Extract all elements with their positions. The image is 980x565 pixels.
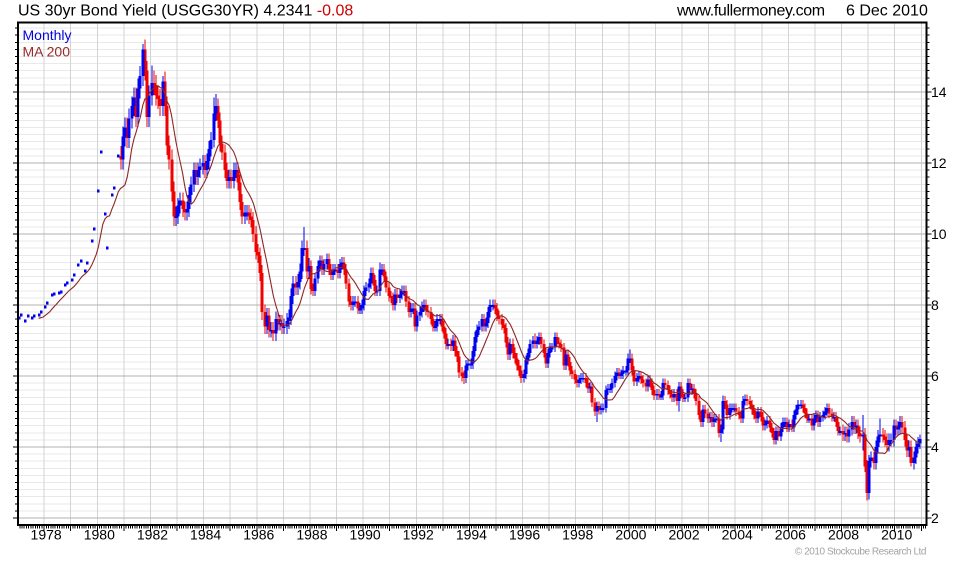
svg-text:1992: 1992 [403,527,434,543]
svg-text:2004: 2004 [722,527,753,543]
svg-text:www.fullermoney.com: www.fullermoney.com [676,3,825,20]
svg-text:10: 10 [931,226,947,242]
svg-text:1984: 1984 [190,527,221,543]
svg-text:1980: 1980 [84,527,115,543]
svg-text:2010: 2010 [881,527,912,543]
svg-text:1988: 1988 [296,527,327,543]
svg-text:1990: 1990 [350,527,381,543]
svg-text:2006: 2006 [775,527,806,543]
svg-text:6: 6 [931,368,939,384]
svg-text:1982: 1982 [137,527,168,543]
svg-text:14: 14 [931,84,947,100]
svg-text:12: 12 [931,155,947,171]
svg-text:2000: 2000 [615,527,646,543]
svg-text:2008: 2008 [828,527,859,543]
svg-text:1978: 1978 [31,527,62,543]
svg-text:1996: 1996 [509,527,540,543]
svg-text:© 2010 Stockcube Research Ltd: © 2010 Stockcube Research Ltd [795,547,926,558]
svg-text:Monthly: Monthly [23,27,72,43]
svg-text:4: 4 [931,439,939,455]
svg-text:2002: 2002 [668,527,699,543]
svg-text:8: 8 [931,297,939,313]
svg-text:MA 200: MA 200 [23,44,71,60]
svg-text:1998: 1998 [562,527,593,543]
svg-text:US 30yr Bond Yield (USGG30YR): US 30yr Bond Yield (USGG30YR) 4.2341 -0.… [18,3,353,20]
svg-text:2: 2 [931,510,939,526]
svg-text:1986: 1986 [243,527,274,543]
svg-text:1994: 1994 [456,527,487,543]
svg-text:6 Dec 2010: 6 Dec 2010 [846,3,928,20]
